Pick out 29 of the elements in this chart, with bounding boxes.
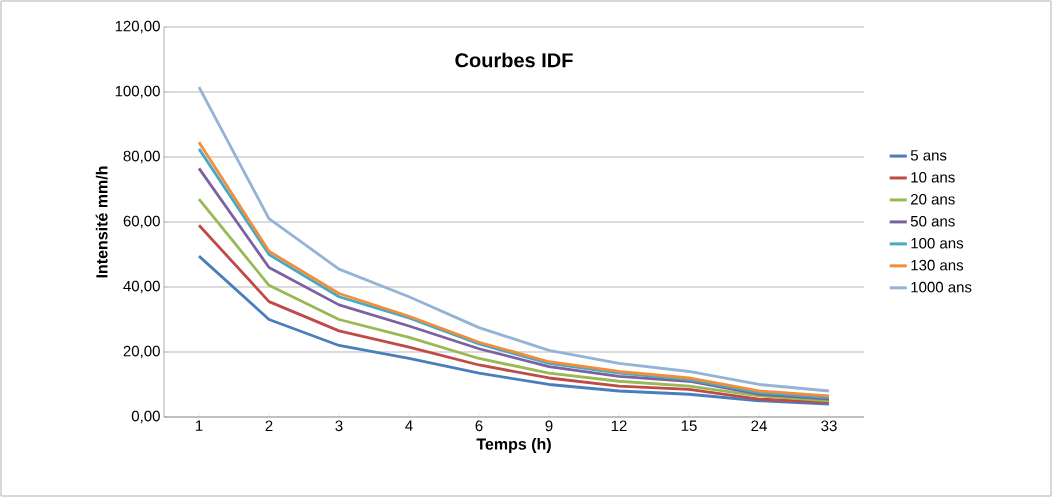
line-series [197,85,831,393]
x-tick-label: 2 [265,420,273,431]
y-axis-title: Intensité mm/h [95,166,108,278]
x-tick-label: 1 [195,420,203,431]
legend-label: 5 ans [910,150,947,161]
legend-label: 100 ans [911,237,964,249]
y-tick-label: 0,00 [131,410,160,424]
x-tick-label: 4 [405,420,413,431]
y-tick-label: 20,00 [123,345,160,359]
x-tick-label: 15 [681,420,697,431]
legend-label: 20 ans [911,193,955,205]
x-tick-label: 9 [545,420,553,432]
x-axis-title: Temps (h) [476,438,551,453]
y-tick-label: 80,00 [123,150,160,164]
line-series [197,254,831,406]
x-tick-label: 24 [751,420,767,431]
x-tick-label: 33 [821,420,837,432]
legend-label: 1000 ans [911,281,972,293]
x-tick-label: 12 [611,420,627,431]
y-tick-label: 60,00 [123,215,160,229]
text: Courbes IDF [455,52,573,68]
legend-label: 50 ans [910,215,955,227]
y-tick-label: 100,00 [115,85,160,99]
y-tick-label: 120,00 [115,20,160,34]
x-tick-label: 6 [475,420,483,432]
legend-label: 130 ans [911,259,964,271]
legend-label: 10 ans [911,171,955,183]
x-tick-label: 3 [335,420,343,432]
y-tick-label: 40,00 [123,280,160,294]
